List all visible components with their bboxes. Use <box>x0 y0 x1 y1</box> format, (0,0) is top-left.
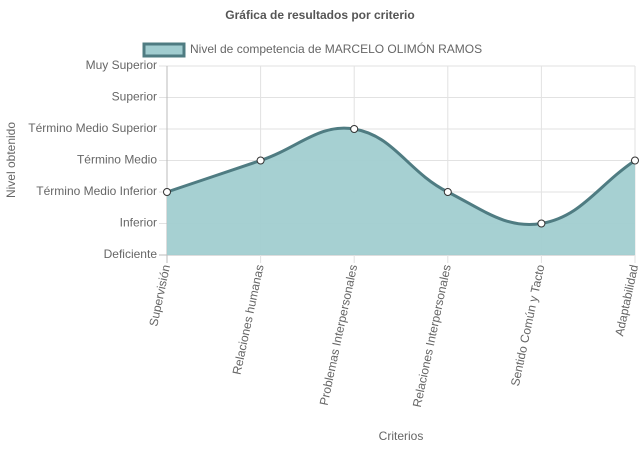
y-tick-label: Superior <box>112 90 157 104</box>
point <box>163 188 171 196</box>
x-tick-label: Relaciones Interpersonales <box>410 263 454 408</box>
y-tick-label: Deficiente <box>104 247 158 261</box>
y-tick-label: Inferior <box>120 216 157 230</box>
y-tick-label: Término Medio Superior <box>28 121 157 135</box>
point <box>537 219 546 228</box>
legend-swatch <box>142 42 186 58</box>
legend-label: Nivel de competencia de MARCELO OLIMÓN R… <box>190 41 482 56</box>
x-tick-label: Relaciones humanas <box>230 263 267 376</box>
y-axis-label: Nivel obtenido <box>4 122 18 198</box>
y-tick-label: Muy Superior <box>86 58 157 72</box>
y-tick-label: Término Medio <box>77 153 157 167</box>
point <box>256 156 265 165</box>
area <box>167 128 635 255</box>
x-tick-label: Sentido Común y Tacto <box>508 263 548 387</box>
x-axis-label: Criterios <box>379 429 424 443</box>
point <box>350 125 359 133</box>
y-tick-label: Término Medio Inferior <box>36 184 157 198</box>
x-tick-label: Supervisión <box>146 263 173 327</box>
x-tick-label: Adaptabilidad <box>612 263 639 337</box>
point <box>443 188 452 196</box>
point <box>631 156 639 165</box>
x-tick-label: Problemas Interpersonales <box>317 263 361 406</box>
chart-title: Gráfica de resultados por criterio <box>225 8 414 22</box>
